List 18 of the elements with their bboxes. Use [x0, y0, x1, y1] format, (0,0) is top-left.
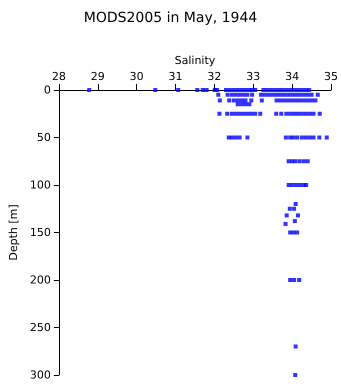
x-axis-title: Salinity [174, 54, 216, 67]
x-tick-label: 28 [52, 70, 66, 83]
x-tick-label: 29 [90, 70, 105, 83]
y-tick-label: 150 [30, 226, 51, 239]
x-tick-label: 33 [246, 70, 260, 83]
y-axis-title: Depth [m] [7, 204, 20, 261]
x-tick-label: 32 [207, 70, 222, 83]
y-tick-label: 100 [30, 178, 51, 192]
y-tick-label: 200 [30, 274, 51, 286]
chart-title: MODS2005 in May, 1944 [84, 10, 258, 26]
y-tick-label: 250 [30, 321, 51, 334]
x-tick-label: 34 [285, 70, 300, 83]
x-tick-label: 30 [130, 70, 144, 83]
x-tick-label: 31 [168, 70, 183, 83]
x-tick-label: 35 [324, 70, 338, 83]
y-tick-label: 0 [44, 84, 51, 96]
y-tick-label: 300 [30, 368, 51, 382]
y-tick-label: 50 [36, 131, 51, 144]
